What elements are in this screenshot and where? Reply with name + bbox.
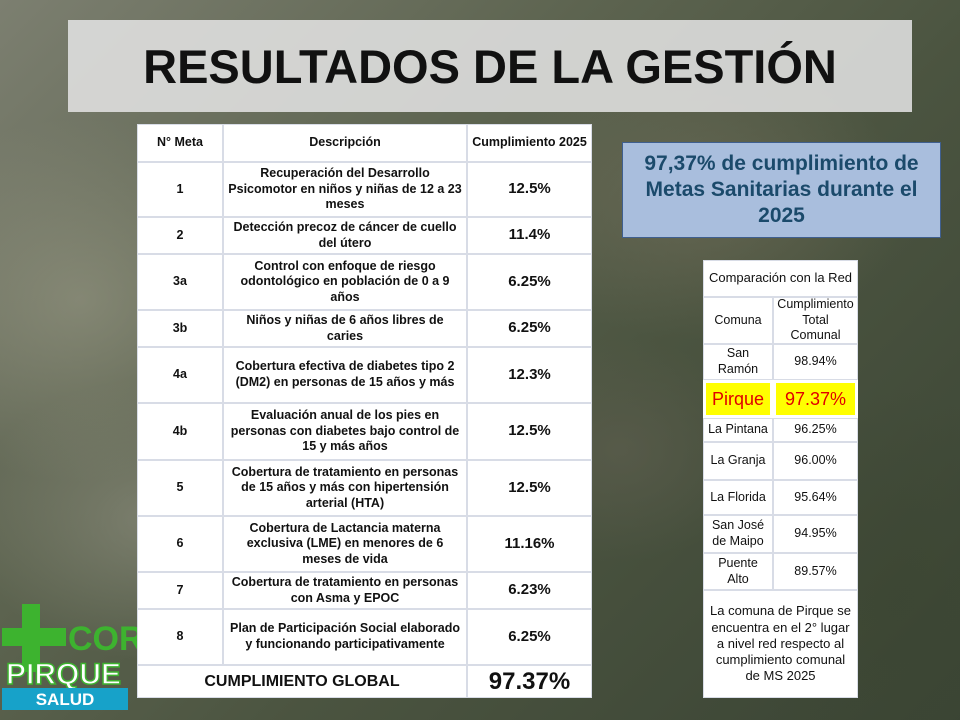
goal-description: Cobertura de tratamiento en personas con…	[223, 572, 467, 609]
goal-description: Recuperación del Desarrollo Psicomotor e…	[223, 162, 467, 217]
goal-description: Control con enfoque de riesgo odontológi…	[223, 254, 467, 310]
goal-description: Detección precoz de cáncer de cuello del…	[223, 217, 467, 254]
goal-score: 11.16%	[467, 516, 592, 572]
goals-header: Descripción	[223, 124, 467, 162]
goal-score: 12.5%	[467, 162, 592, 217]
comparison-score: 96.25%	[773, 418, 858, 442]
goals-header: Cumplimiento 2025	[467, 124, 592, 162]
comparison-commune: Pirque	[703, 380, 773, 418]
comparison-commune: San José de Maipo	[703, 515, 773, 553]
goal-description: Cobertura de Lactancia materna exclusiva…	[223, 516, 467, 572]
goal-description: Plan de Participación Social elaborado y…	[223, 609, 467, 665]
comparison-commune: La Granja	[703, 442, 773, 480]
comparison-score: 98.94%	[773, 344, 858, 380]
comparison-header: Comuna	[703, 297, 773, 344]
goal-id: 3a	[137, 254, 223, 310]
goal-score: 12.5%	[467, 403, 592, 460]
comparison-commune: Puente Alto	[703, 553, 773, 590]
goal-id: 2	[137, 217, 223, 254]
goal-description: Cobertura efectiva de diabetes tipo 2 (D…	[223, 347, 467, 403]
logo: COR PIRQUE SALUD	[2, 604, 140, 710]
goal-description: Niños y niñas de 6 años libres de caries	[223, 310, 467, 347]
comparison-score: 89.57%	[773, 553, 858, 590]
goal-id: 4b	[137, 403, 223, 460]
goal-id: 4a	[137, 347, 223, 403]
comparison-header: Cumplimiento Total Comunal	[773, 297, 858, 344]
comparison-note: La comuna de Pirque se encuentra en el 2…	[703, 590, 858, 698]
logo-line3: SALUD	[36, 690, 95, 709]
goal-score: 6.23%	[467, 572, 592, 609]
summary-box: 97,37% de cumplimiento de Metas Sanitari…	[622, 142, 941, 238]
total-label: CUMPLIMIENTO GLOBAL	[137, 665, 467, 698]
goal-score: 11.4%	[467, 217, 592, 254]
goal-id: 6	[137, 516, 223, 572]
comparison-title: Comparación con la Red	[703, 260, 858, 297]
goal-score: 12.5%	[467, 460, 592, 516]
logo-line2: PIRQUE	[6, 658, 121, 691]
goal-id: 8	[137, 609, 223, 665]
comparison-score: 96.00%	[773, 442, 858, 480]
goal-id: 3b	[137, 310, 223, 347]
comparison-commune: La Florida	[703, 480, 773, 515]
logo-bar	[2, 688, 128, 710]
goal-id: 7	[137, 572, 223, 609]
comparison-score: 97.37%	[773, 380, 858, 418]
goals-header: N° Meta	[137, 124, 223, 162]
total-value: 97.37%	[467, 665, 592, 698]
comparison-commune: La Pintana	[703, 418, 773, 442]
logo-line1: COR	[68, 620, 140, 658]
title: RESULTADOS DE LA GESTIÓN	[68, 20, 912, 112]
goal-id: 1	[137, 162, 223, 217]
goal-score: 6.25%	[467, 609, 592, 665]
goal-score: 6.25%	[467, 310, 592, 347]
comparison-score: 94.95%	[773, 515, 858, 553]
comparison-commune: San Ramón	[703, 344, 773, 380]
logo-cross	[2, 604, 66, 672]
goal-description: Evaluación anual de los pies en personas…	[223, 403, 467, 460]
goal-score: 12.3%	[467, 347, 592, 403]
goal-id: 5	[137, 460, 223, 516]
goal-score: 6.25%	[467, 254, 592, 310]
comparison-score: 95.64%	[773, 480, 858, 515]
goal-description: Cobertura de tratamiento en personas de …	[223, 460, 467, 516]
